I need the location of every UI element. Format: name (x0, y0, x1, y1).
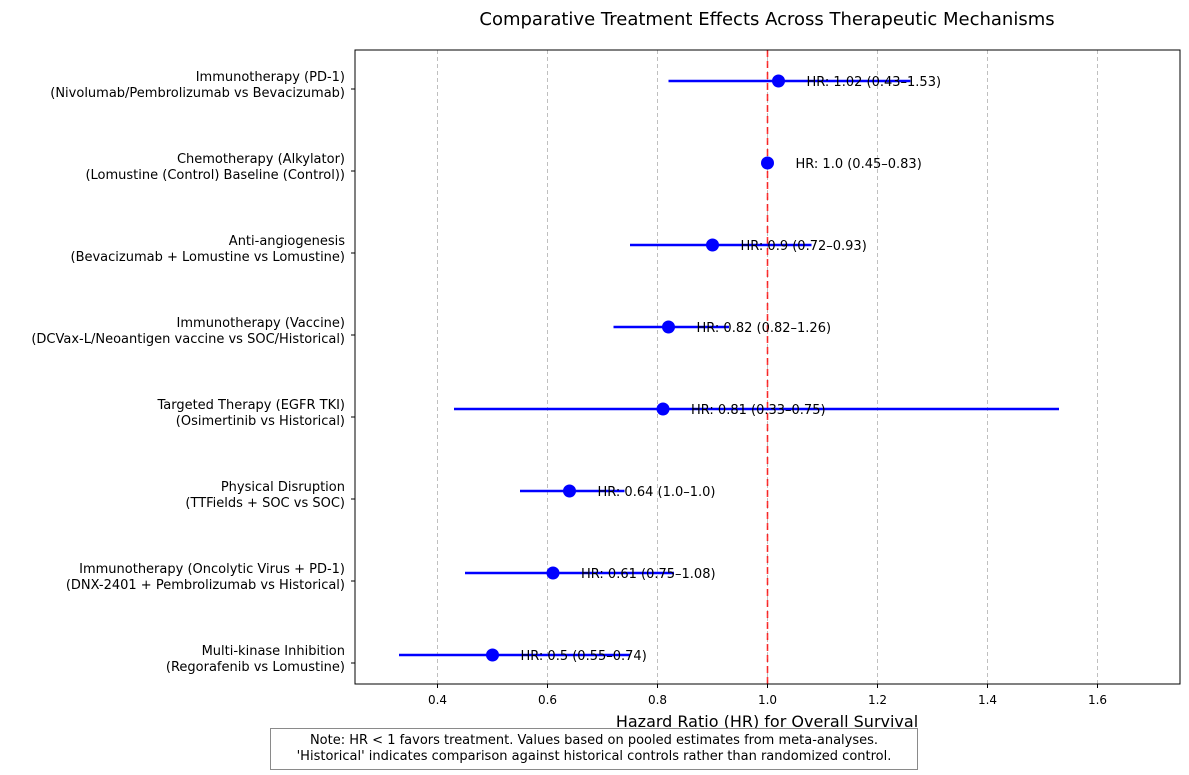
y-tick-label-comparison: (Lomustine (Control) Baseline (Control)) (85, 168, 345, 183)
note-box: Note: HR < 1 favors treatment. Values ba… (270, 728, 918, 770)
hr-point (563, 484, 576, 498)
hr-data-label: HR: 0.9 (0.72–0.93) (741, 239, 867, 254)
x-tick-label: 0.8 (648, 693, 667, 707)
y-tick-label-category: Multi-kinase Inhibition (202, 644, 345, 659)
y-tick-label-category: Immunotherapy (Oncolytic Virus + PD-1) (79, 562, 345, 577)
x-tick-label: 1.2 (868, 693, 887, 707)
hr-data-label: HR: 0.81 (0.33–0.75) (691, 403, 826, 418)
plot-frame (354, 49, 1181, 685)
hr-point (761, 156, 774, 170)
y-tick-label-comparison: (Nivolumab/Pembrolizumab vs Bevacizumab) (50, 86, 345, 101)
x-tick-label: 0.6 (538, 693, 557, 707)
hr-point (486, 648, 499, 662)
y-tick-label-category: Anti-angiogenesis (229, 234, 345, 249)
chart-title: Comparative Treatment Effects Across The… (479, 9, 1054, 30)
hr-point (546, 566, 560, 580)
hr-point (772, 74, 785, 88)
note-line-1: Note: HR < 1 favors treatment. Values ba… (309, 733, 879, 748)
y-tick-label-category: Targeted Therapy (EGFR TKI) (156, 398, 345, 413)
y-tick-label-comparison: (Osimertinib vs Historical) (176, 414, 345, 429)
y-tick-label-comparison: (Bevacizumab + Lomustine vs Lomustine) (71, 250, 346, 265)
hr-data-label: HR: 0.82 (0.82–1.26) (697, 321, 832, 336)
hr-data-label: HR: 1.02 (0.43–1.53) (807, 75, 942, 90)
y-tick-label-category: Immunotherapy (PD-1) (196, 70, 345, 85)
hr-point (662, 320, 675, 334)
hr-point (706, 238, 719, 252)
x-tick-label: 1.6 (1088, 693, 1107, 707)
y-tick-label-comparison: (Regorafenib vs Lomustine) (166, 660, 345, 675)
data-layer: HR: 1.02 (0.43–1.53) HR: 1.0 (0.45–0.83) H… (399, 74, 1059, 664)
y-tick-label-category: Physical Disruption (221, 480, 345, 495)
x-tick-label: 0.4 (428, 693, 447, 707)
grid-layer (437, 50, 1098, 684)
hr-data-label: HR: 0.64 (1.0–1.0) (598, 485, 716, 500)
note-line-2: 'Historical' indicates comparison agains… (296, 749, 892, 764)
hr-data-label: HR: 0.61 (0.75–1.08) (581, 567, 716, 582)
hr-data-label: HR: 1.0 (0.45–0.83) (796, 157, 922, 172)
x-tick-label: 1.4 (978, 693, 997, 707)
y-tick-label-category: Immunotherapy (Vaccine) (177, 316, 345, 331)
hr-point (656, 402, 670, 416)
y-tick-label-comparison: (TTFields + SOC vs SOC) (185, 496, 345, 511)
hr-data-label: HR: 0.5 (0.55–0.74) (521, 649, 647, 664)
y-tick-label-comparison: (DNX-2401 + Pembrolizumab vs Historical) (66, 578, 345, 593)
x-tick-label: 1.0 (758, 693, 777, 707)
y-tick-label-comparison: (DCVax-L/Neoantigen vaccine vs SOC/Histo… (31, 332, 345, 347)
axis-layer: 0.4 0.6 0.8 1.0 1.2 1.4 1.6 Immunotherapy (PD-1… (31, 70, 1107, 707)
x-axis-label: Hazard Ratio (HR) for Overall Survival (616, 712, 918, 731)
y-tick-label-category: Chemotherapy (Alkylator) (177, 152, 345, 167)
